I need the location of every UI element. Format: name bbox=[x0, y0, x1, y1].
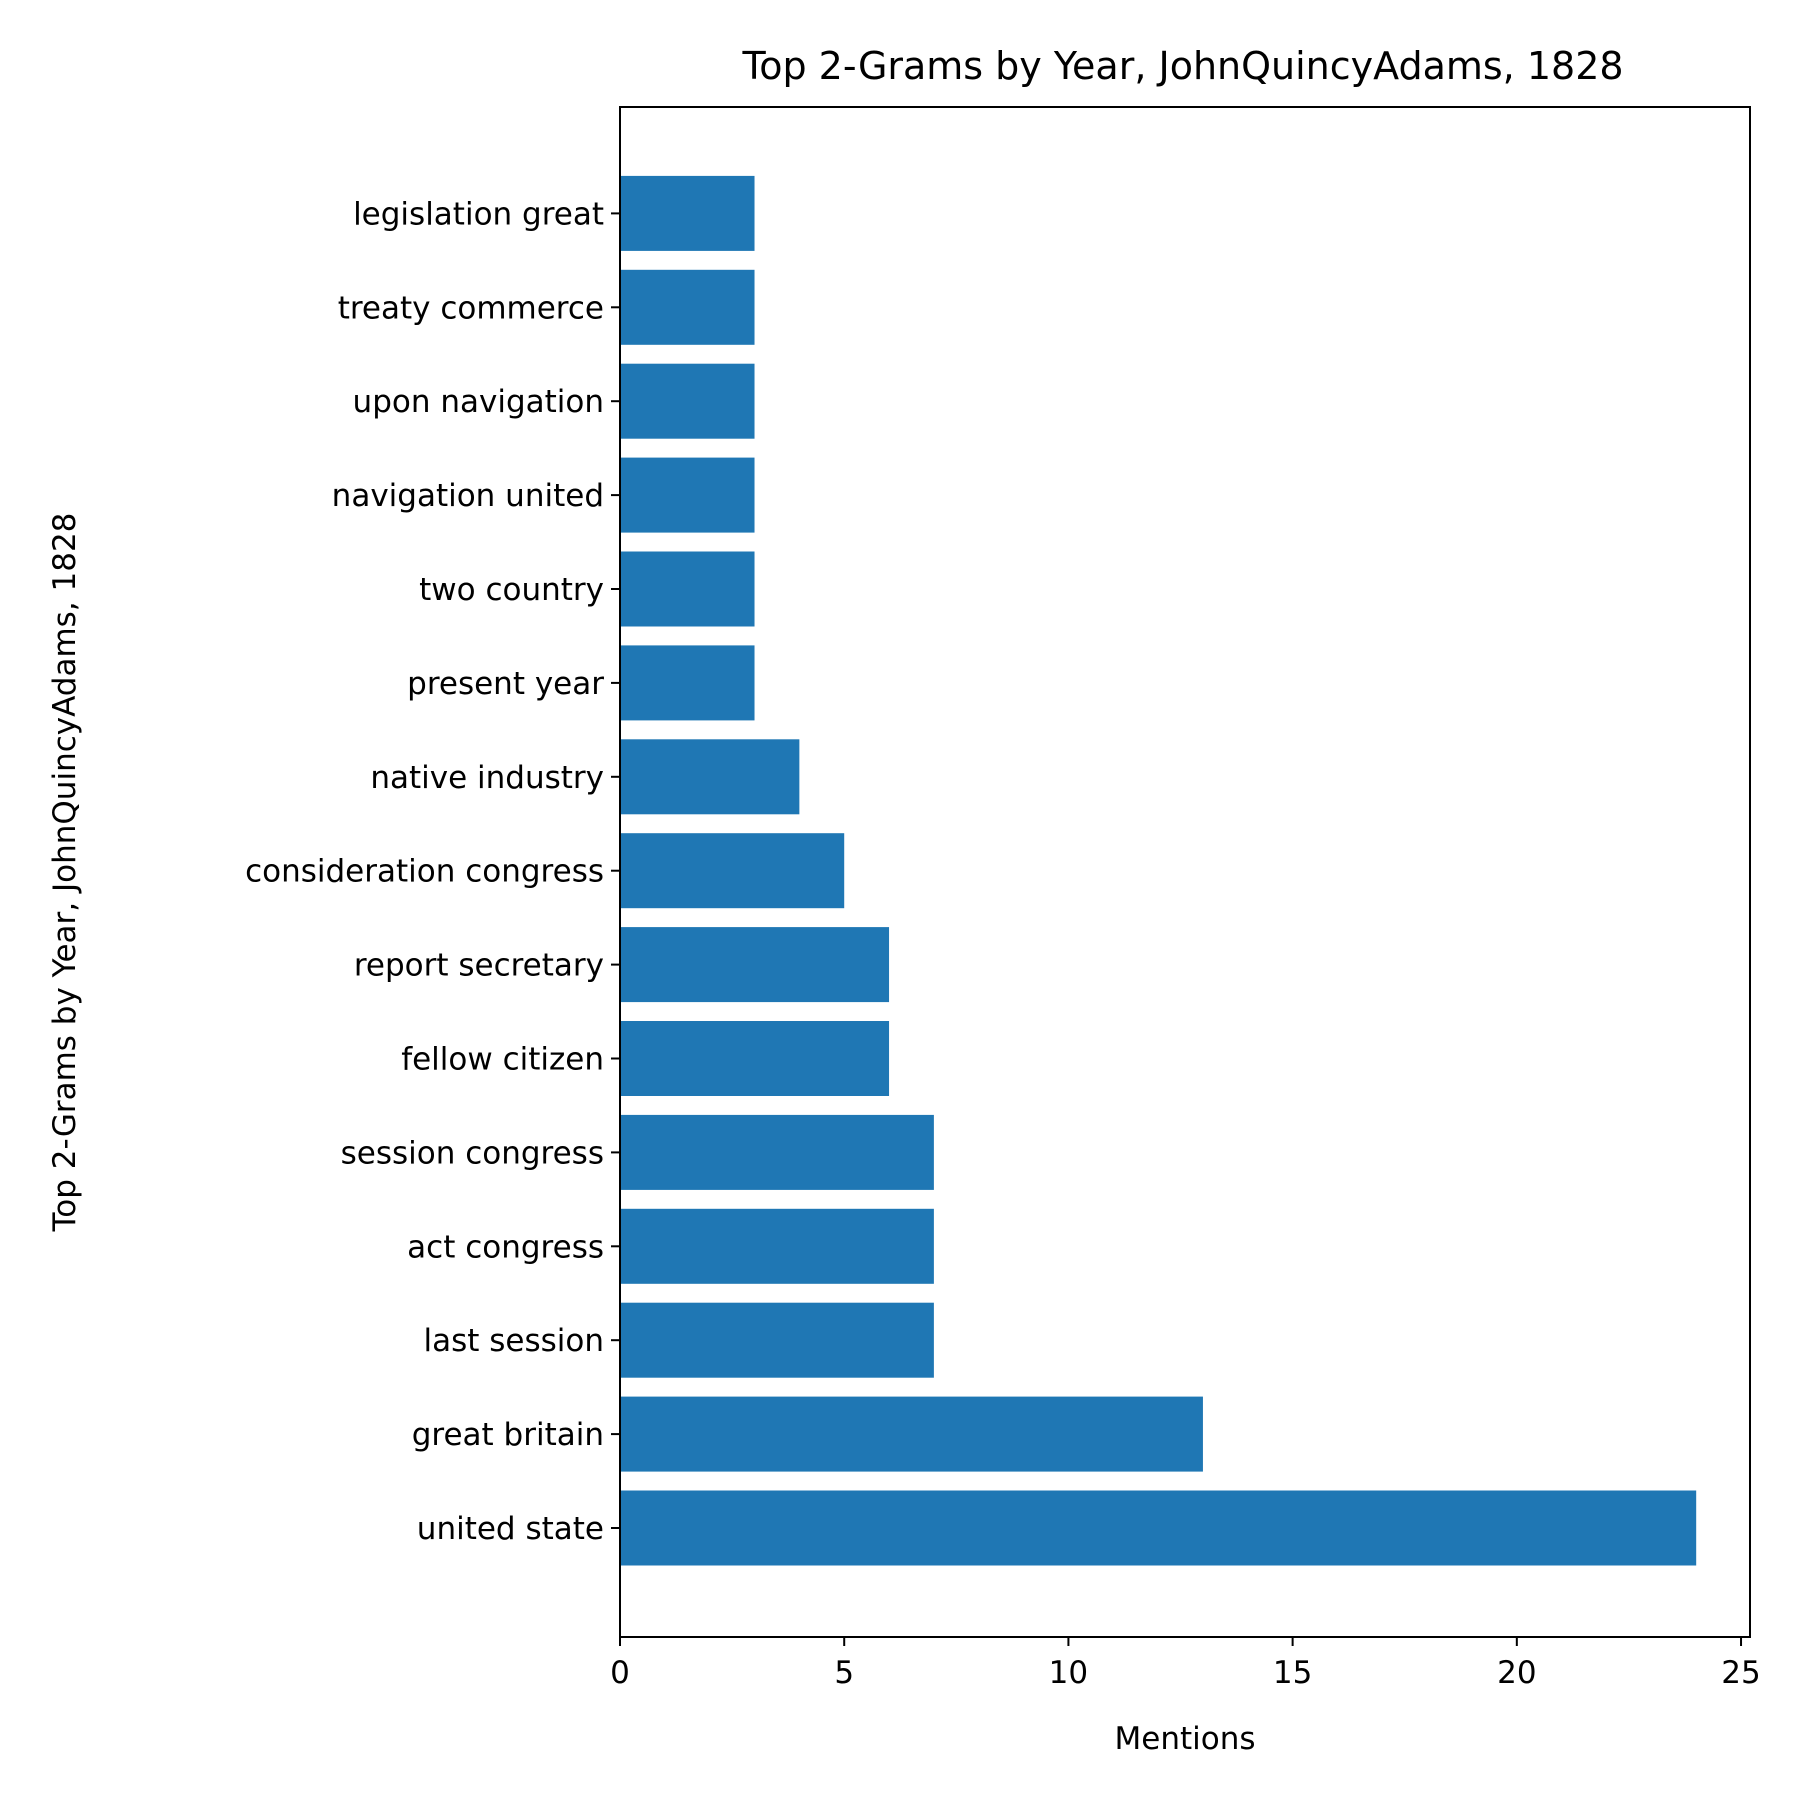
x-tick-label: 15 bbox=[1273, 1655, 1312, 1691]
x-tick-label: 0 bbox=[610, 1655, 630, 1691]
x-axis-label: Mentions bbox=[1115, 1721, 1256, 1757]
y-tick-label: report secretary bbox=[354, 948, 604, 984]
bars-layer bbox=[620, 175, 1697, 1566]
y-tick-label: present year bbox=[407, 666, 604, 702]
y-tick-label: two country bbox=[419, 572, 604, 608]
bar bbox=[620, 1114, 934, 1190]
bar bbox=[620, 1490, 1697, 1566]
bar bbox=[620, 1021, 890, 1096]
bar bbox=[620, 175, 755, 251]
bar bbox=[620, 833, 845, 909]
y-axis-label: Top 2-Grams by Year, JohnQuincyAdams, 18… bbox=[47, 513, 83, 1233]
y-axis-ticks: united state great britain last session act… bbox=[245, 196, 620, 1547]
x-tick-label: 10 bbox=[1049, 1655, 1088, 1691]
y-tick-label: legislation great bbox=[353, 196, 604, 232]
bar bbox=[620, 739, 800, 815]
bar bbox=[620, 551, 755, 627]
bar bbox=[620, 457, 755, 533]
bar bbox=[620, 1302, 934, 1378]
x-tick-label: 25 bbox=[1721, 1655, 1760, 1691]
y-tick-label: act congress bbox=[407, 1229, 604, 1265]
bar bbox=[620, 269, 755, 345]
y-tick-label: navigation united bbox=[332, 478, 604, 514]
bar bbox=[620, 645, 755, 721]
y-tick-label: great britain bbox=[412, 1417, 604, 1453]
x-axis-ticks: 0 5 10 15 20 25 bbox=[610, 1637, 1761, 1691]
y-tick-label: fellow citizen bbox=[401, 1042, 604, 1078]
y-tick-label: united state bbox=[417, 1511, 604, 1547]
y-tick-label: last session bbox=[423, 1323, 604, 1359]
y-tick-label: treaty commerce bbox=[338, 290, 604, 326]
chart-title: Top 2-Grams by Year, JohnQuincyAdams, 18… bbox=[741, 44, 1623, 88]
y-tick-label: upon navigation bbox=[353, 384, 604, 420]
bar bbox=[620, 1208, 934, 1284]
bar bbox=[620, 363, 755, 439]
plot-frame bbox=[619, 106, 1751, 1638]
y-tick-label: session congress bbox=[341, 1135, 604, 1171]
x-tick-label: 20 bbox=[1497, 1655, 1536, 1691]
y-tick-label: native industry bbox=[370, 760, 604, 796]
y-tick-label: consideration congress bbox=[245, 854, 604, 890]
bar bbox=[620, 1396, 1203, 1472]
x-tick-label: 5 bbox=[834, 1655, 854, 1691]
bar bbox=[620, 927, 890, 1003]
